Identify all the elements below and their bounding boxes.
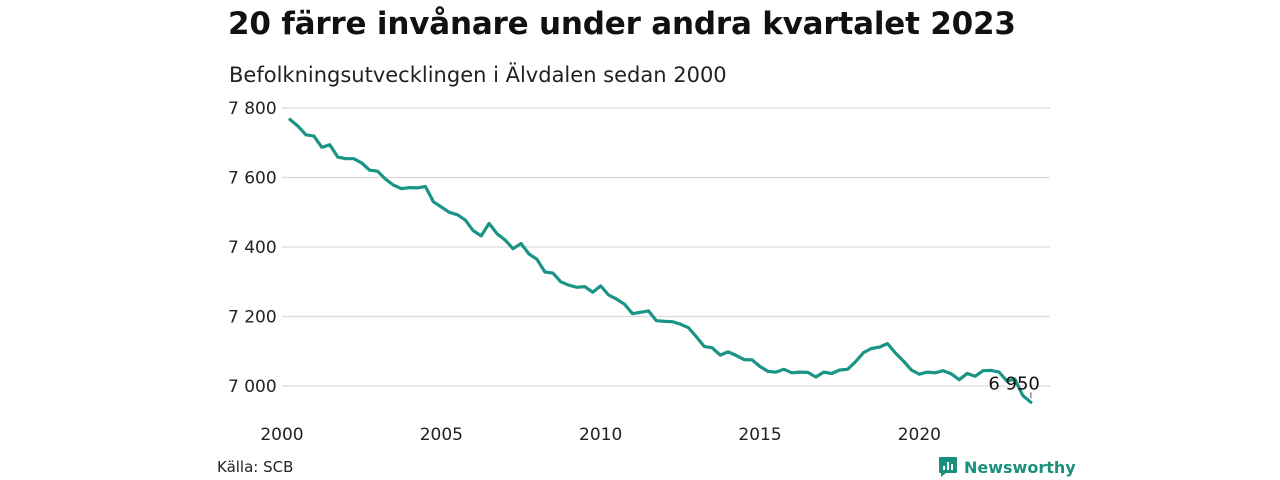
end-value-label: 6 950: [988, 373, 1040, 394]
brand-logo: Newsworthy: [938, 456, 1076, 478]
y-tick-label: 7 600: [228, 169, 277, 189]
x-tick-label: 2020: [898, 425, 941, 445]
x-tick-label: 2000: [260, 425, 303, 445]
x-tick-label: 2015: [738, 425, 781, 445]
x-tick-label: 2005: [420, 425, 463, 445]
series-layer: [288, 117, 1033, 404]
y-tick-label: 7 000: [228, 377, 277, 397]
y-tick-label: 7 800: [228, 99, 277, 119]
source-note: Källa: SCB: [217, 458, 294, 476]
brand-name: Newsworthy: [964, 457, 1076, 477]
y-tick-label: 7 400: [228, 238, 277, 258]
grid-lines: [282, 107, 1050, 387]
axis-labels: 7 000 7 200 7 400 7 600 7 800 2000 2005 2010 201…: [228, 99, 941, 445]
population-line: [288, 117, 1033, 404]
chart-subtitle: Befolkningsutvecklingen i Älvdalen sedan…: [229, 63, 727, 87]
chart-title: 20 färre invånare under andra kvartalet …: [228, 6, 1016, 42]
x-tick-label: 2010: [579, 425, 622, 445]
annotation-layer: 6 950: [988, 373, 1040, 399]
y-tick-label: 7 200: [228, 308, 277, 328]
newsworthy-logo-icon: [939, 457, 957, 477]
